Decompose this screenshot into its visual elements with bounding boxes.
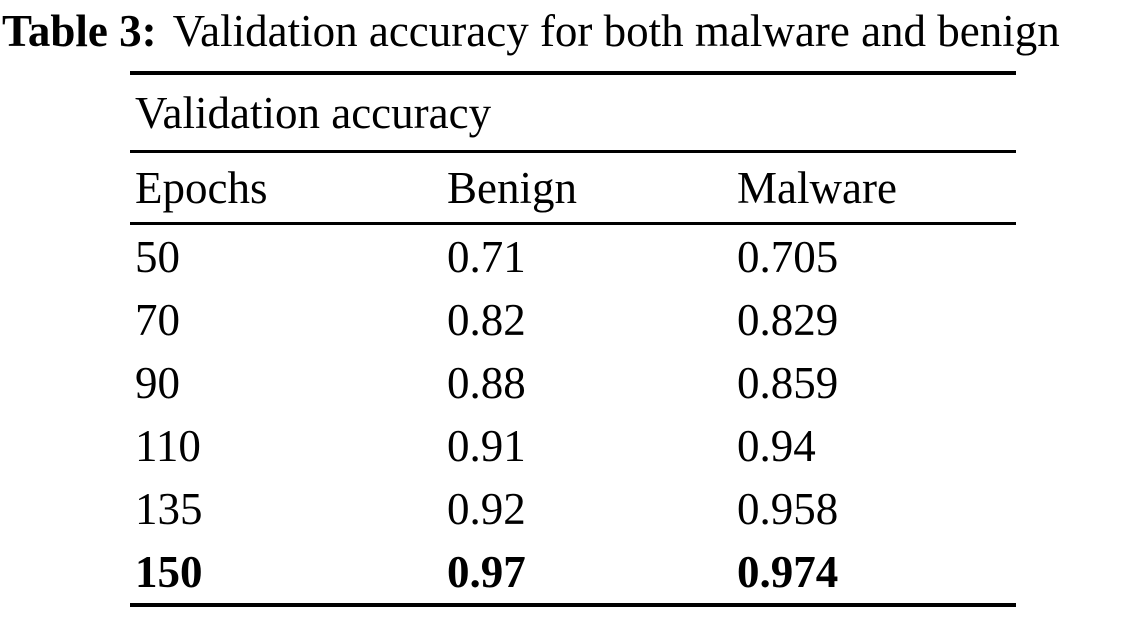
cell-benign: 0.71 [447, 231, 526, 282]
table-row: 50 0.71 0.705 [130, 225, 1016, 288]
cell-epochs: 50 [135, 231, 180, 282]
table-row: 135 0.92 0.958 [130, 477, 1016, 540]
table-caption-text: Validation accuracy for both malware and… [172, 6, 1060, 56]
table-mid-rule-1 [130, 150, 1016, 153]
cell-malware: 0.829 [737, 294, 839, 345]
table-title-row: Validation accuracy [130, 75, 1016, 150]
table-row: 90 0.88 0.859 [130, 351, 1016, 414]
cell-malware: 0.958 [737, 483, 839, 534]
table-header-row: Epochs Benign Malware [130, 153, 1016, 222]
cell-malware: 0.94 [737, 420, 816, 471]
cell-epochs: 135 [135, 483, 203, 534]
cell-malware: 0.705 [737, 231, 839, 282]
table-caption-label: Table 3: [2, 6, 157, 56]
column-header-epochs: Epochs [135, 162, 268, 213]
table-title: Validation accuracy [135, 87, 492, 138]
table-top-rule [130, 71, 1016, 75]
column-header-benign: Benign [447, 162, 577, 213]
cell-malware: 0.859 [737, 357, 839, 408]
table-row: 70 0.82 0.829 [130, 288, 1016, 351]
cell-benign: 0.88 [447, 357, 526, 408]
table-mid-rule-2 [130, 222, 1016, 225]
cell-benign: 0.91 [447, 420, 526, 471]
cell-benign: 0.82 [447, 294, 526, 345]
cell-epochs: 150 [135, 546, 203, 597]
cell-benign: 0.97 [447, 546, 526, 597]
table-caption: Table 3: Validation accuracy for both mal… [2, 4, 1146, 58]
table-bottom-rule [130, 603, 1016, 607]
cell-epochs: 90 [135, 357, 180, 408]
column-header-malware: Malware [737, 162, 897, 213]
cell-epochs: 110 [135, 420, 201, 471]
table-row-highlight: 150 0.97 0.974 [130, 540, 1016, 603]
validation-accuracy-table: Validation accuracy Epochs Benign Malwar… [130, 71, 1016, 607]
cell-malware: 0.974 [737, 546, 839, 597]
table-row: 110 0.91 0.94 [130, 414, 1016, 477]
cell-benign: 0.92 [447, 483, 526, 534]
cell-epochs: 70 [135, 294, 180, 345]
